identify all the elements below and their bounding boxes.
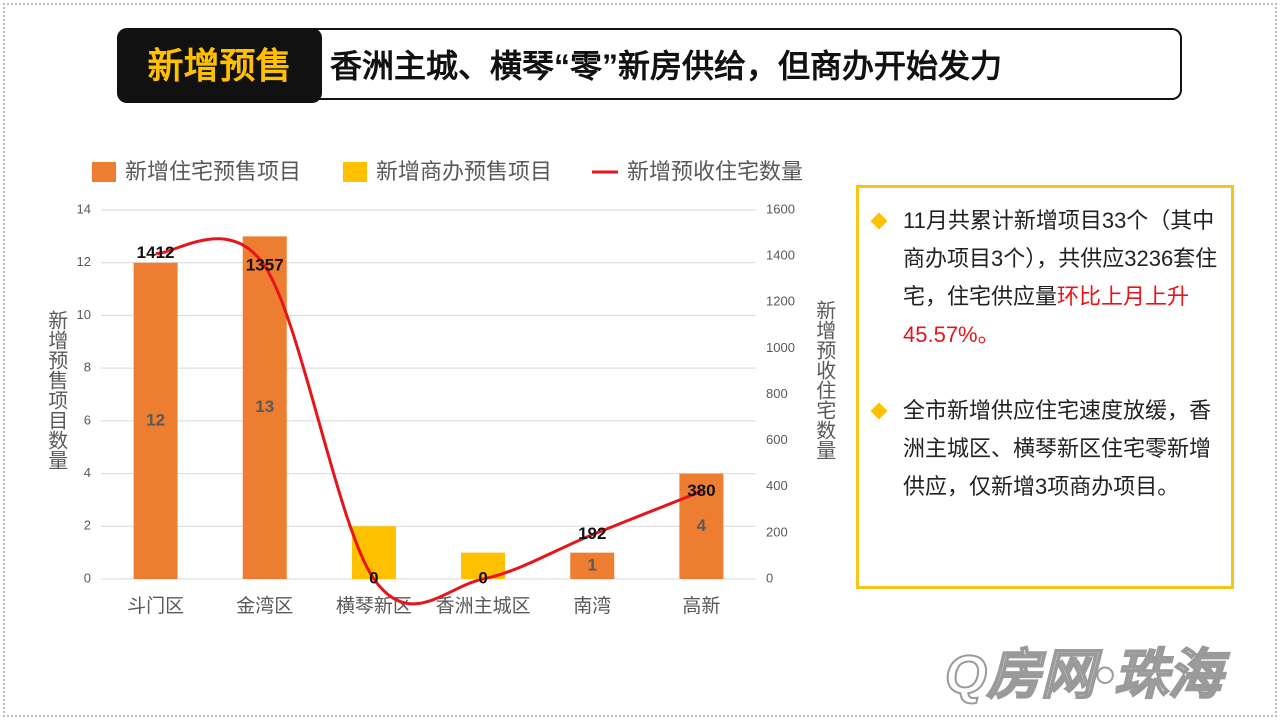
chart: 0246810121402004006008001000120014001600… [45, 159, 836, 617]
y2-tick-label: 600 [766, 432, 788, 447]
note-text: 全市新增供应住宅速度放缓，香洲主城区、横琴新区住宅零新增供应，仅新增3项商办项目… [903, 398, 1212, 499]
y2-tick-label: 1200 [766, 294, 795, 309]
y2-tick-label: 0 [766, 570, 773, 585]
bar [679, 473, 724, 579]
y2-tick-label: 200 [766, 524, 788, 539]
bar-value-label: 12 [146, 410, 165, 429]
bar [570, 552, 615, 579]
legend-label: 新增预收住宅数量 [627, 159, 803, 184]
bar-value-label: 13 [255, 397, 274, 416]
note-text: 11月共累计新增项目33个（其中商办项目3个），共供应3236套住宅，住宅供应量 [903, 208, 1218, 309]
bullet [870, 212, 888, 230]
header-tag: 新增预售 [117, 28, 322, 103]
legend-label: 新增住宅预售项目 [125, 159, 301, 184]
y-tick-label: 2 [84, 518, 91, 533]
legend-swatch [343, 162, 368, 182]
y-tick-label: 0 [84, 570, 91, 585]
bar-value-label: 4 [697, 516, 707, 535]
bullet [870, 402, 888, 420]
y2-tick-label: 1600 [766, 201, 795, 216]
y-tick-label: 10 [77, 307, 91, 322]
bar [133, 262, 178, 579]
x-tick-label: 斗门区 [127, 595, 184, 617]
y-tick-label: 14 [77, 201, 91, 216]
watermark: Q房网•珠海 [944, 644, 1223, 706]
note-text: 环比上月上升45.57%。 [903, 284, 1190, 347]
y-tick-label: 12 [77, 254, 91, 269]
x-tick-label: 高新 [682, 595, 720, 617]
line-value-label: 192 [578, 524, 606, 543]
bar-value-label: 1 [588, 555, 597, 574]
x-tick-label: 香洲主城区 [436, 595, 531, 617]
line [155, 237, 702, 606]
x-tick-label: 南湾 [573, 595, 611, 617]
x-tick-label: 横琴新区 [336, 595, 412, 617]
legend-label: 新增商办预售项目 [376, 159, 552, 184]
y2-tick-label: 1000 [766, 340, 795, 355]
line-value-label: 0 [478, 568, 487, 587]
y2-axis-title: 新增预收住宅数量 [813, 300, 836, 460]
line-value-label: 1412 [137, 243, 175, 262]
x-tick-label: 金湾区 [236, 595, 293, 617]
y2-tick-label: 1400 [766, 248, 795, 263]
line-value-label: 0 [369, 568, 378, 587]
y-tick-label: 8 [84, 360, 91, 375]
note: 11月共累计新增项目33个（其中商办项目3个），共供应3236套住宅，住宅供应量… [870, 202, 1221, 354]
y-tick-label: 6 [84, 412, 91, 427]
header-title: 香洲主城、横琴“零”新房供给，但商办开始发力 [310, 28, 1182, 100]
y-tick-label: 4 [84, 465, 91, 480]
y-axis-title: 新增预售项目数量 [45, 310, 68, 470]
note: 全市新增供应住宅速度放缓，香洲主城区、横琴新区住宅零新增供应，仅新增3项商办项目… [870, 392, 1221, 506]
line-value-label: 380 [687, 481, 715, 500]
legend-swatch [92, 162, 116, 182]
y2-tick-label: 400 [766, 478, 788, 493]
y2-tick-label: 800 [766, 386, 788, 401]
line-value-label: 1357 [246, 256, 284, 275]
frame [3, 3, 1277, 717]
notes-box: 11月共累计新增项目33个（其中商办项目3个），共供应3236套住宅，住宅供应量… [856, 185, 1234, 589]
